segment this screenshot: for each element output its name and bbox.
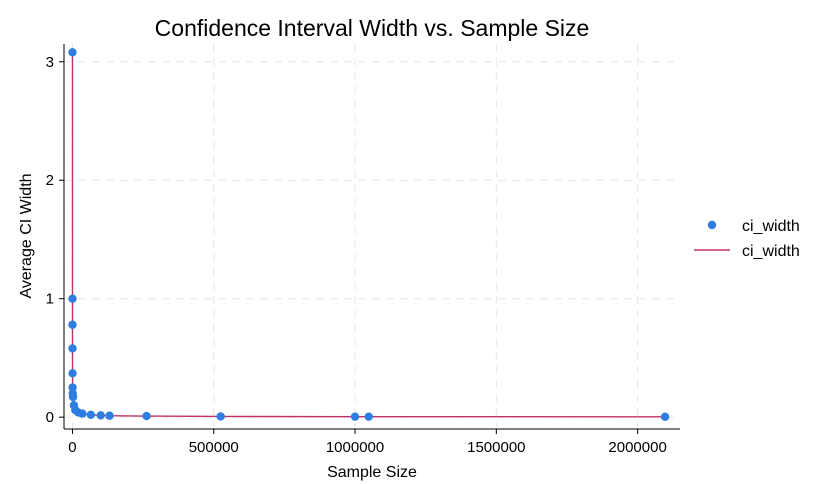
legend-label: ci_width — [742, 243, 800, 260]
x-tick-label: 500000 — [189, 439, 239, 456]
y-tick-label: 1 — [46, 291, 54, 308]
x-tick-label: 1500000 — [467, 439, 525, 456]
plot-area — [68, 48, 670, 421]
axes: 0 500000 1000000 1500000 2000000 0 1 2 3 — [46, 44, 680, 456]
data-point — [86, 410, 96, 419]
data-point — [68, 383, 77, 392]
data-point — [68, 320, 77, 329]
data-point — [78, 409, 87, 418]
data-point — [364, 412, 373, 421]
data-point — [68, 294, 77, 303]
series-line-ci-width — [71, 52, 666, 418]
chart-title: Confidence Interval Width vs. Sample Siz… — [155, 15, 590, 41]
data-point — [660, 412, 670, 421]
legend-label: ci_width — [742, 218, 800, 235]
data-point — [68, 392, 78, 402]
data-point — [68, 344, 77, 353]
data-point — [216, 412, 225, 421]
legend-marker-ci-width — [707, 220, 717, 230]
y-tick-label: 2 — [46, 172, 54, 189]
x-tick-label: 2000000 — [608, 439, 666, 456]
x-axis-label: Sample Size — [327, 464, 417, 481]
data-point — [96, 411, 105, 420]
data-point — [68, 48, 77, 57]
y-tick-label: 3 — [46, 54, 54, 71]
x-tick-label: 0 — [68, 439, 76, 456]
data-point — [142, 411, 151, 421]
y-tick-label: 0 — [46, 409, 54, 426]
data-point — [350, 412, 360, 421]
data-point — [68, 369, 77, 378]
data-point — [105, 411, 114, 420]
y-axis-label: Average CI Width — [18, 173, 35, 298]
x-tick-label: 1000000 — [326, 439, 384, 456]
grid — [64, 44, 680, 429]
legend: ci_width ci_width — [694, 218, 800, 260]
